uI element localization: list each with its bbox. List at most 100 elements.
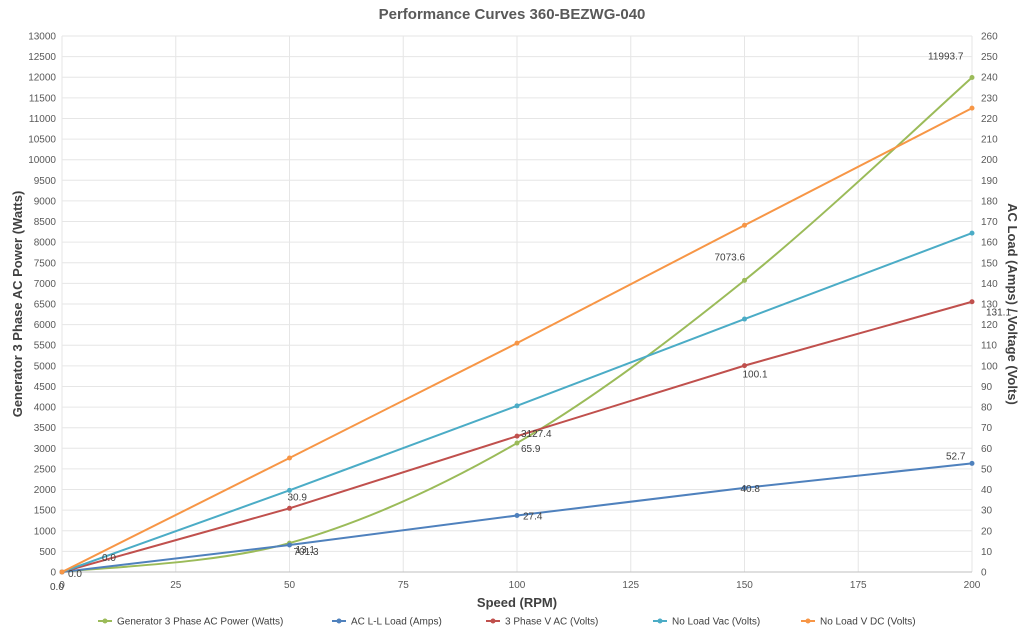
data-label: 52.7 <box>946 451 966 462</box>
x-tick-label: 200 <box>964 580 981 591</box>
y-left-tick-label: 9000 <box>34 196 57 207</box>
legend-swatch-marker <box>657 618 663 624</box>
y-left-axis-title: Generator 3 Phase AC Power (Watts) <box>10 191 25 418</box>
series-4-point <box>742 316 747 322</box>
y-left-tick-label: 10500 <box>28 135 56 146</box>
series-5-point <box>287 455 292 461</box>
y-left-tick-label: 13000 <box>28 32 56 43</box>
y-left-tick-label: 0 <box>50 568 56 579</box>
x-tick-label: 75 <box>398 580 410 591</box>
series-5-point <box>742 222 747 228</box>
legend-label: No Load V DC (Volts) <box>820 617 916 628</box>
y-left-tick-label: 5000 <box>34 361 57 372</box>
series-1-point <box>742 277 747 283</box>
y-right-tick-label: 190 <box>981 176 998 187</box>
legend-swatch-marker <box>805 618 811 624</box>
data-label: 3127.4 <box>521 429 552 440</box>
x-tick-label: 150 <box>736 580 753 591</box>
data-label: 40.8 <box>741 484 761 495</box>
data-label: 0.0 <box>102 553 116 564</box>
y-right-axis-title: AC Load (Amps) / Voltage (Volts) <box>1005 203 1020 405</box>
y-right-tick-label: 110 <box>981 341 997 352</box>
data-label: 65.9 <box>521 444 541 455</box>
series-3-point <box>287 505 292 511</box>
y-left-tick-label: 500 <box>39 547 56 558</box>
legend-label: Generator 3 Phase AC Power (Watts) <box>117 617 283 628</box>
y-right-tick-label: 240 <box>981 73 998 84</box>
y-right-tick-label: 10 <box>981 547 993 558</box>
y-left-tick-label: 4000 <box>34 403 57 414</box>
y-left-tick-label: 3500 <box>34 423 57 434</box>
y-right-tick-label: 150 <box>981 258 998 269</box>
y-right-tick-label: 230 <box>981 93 998 104</box>
legend-label: No Load Vac (Volts) <box>672 617 760 628</box>
y-right-tick-label: 60 <box>981 444 993 455</box>
data-label: 13.1 <box>296 545 316 556</box>
series-5-point <box>59 569 65 575</box>
y-right-tick-label: 160 <box>981 238 998 249</box>
legend-swatch-marker <box>102 618 108 624</box>
y-right-tick-label: 250 <box>981 52 998 63</box>
series-2-point <box>287 542 292 548</box>
x-tick-label: 175 <box>850 580 867 591</box>
y-right-tick-label: 100 <box>981 361 998 372</box>
series-5-point <box>969 105 975 111</box>
series-line-1 <box>61 76 973 573</box>
y-right-tick-label: 130 <box>981 300 998 311</box>
y-left-tick-label: 5500 <box>34 341 57 352</box>
y-left-tick-label: 7000 <box>34 279 57 290</box>
series-1-point <box>514 440 520 446</box>
y-left-tick-label: 11500 <box>29 93 57 104</box>
series-2-point <box>742 485 747 491</box>
y-right-tick-label: 180 <box>981 196 998 207</box>
y-right-tick-label: 220 <box>981 114 998 125</box>
y-left-tick-label: 9500 <box>34 176 57 187</box>
y-right-tick-label: 40 <box>981 485 993 496</box>
y-right-tick-label: 0 <box>981 568 987 579</box>
x-tick-label: 125 <box>622 580 639 591</box>
y-right-tick-label: 200 <box>981 155 998 166</box>
x-axis-title: Speed (RPM) <box>477 595 557 610</box>
y-right-tick-label: 170 <box>981 217 998 228</box>
y-left-tick-label: 12500 <box>28 52 56 63</box>
y-right-tick-label: 260 <box>981 32 998 43</box>
y-left-tick-label: 1500 <box>34 506 57 517</box>
series-3-point <box>514 433 520 439</box>
y-right-tick-label: 210 <box>981 135 998 146</box>
series-3-point <box>969 299 975 305</box>
x-tick-label: 25 <box>170 580 182 591</box>
series-5-point <box>514 340 520 346</box>
y-right-tick-label: 140 <box>981 279 998 290</box>
y-left-tick-label: 10000 <box>28 155 56 166</box>
chart-title: Performance Curves 360-BEZWG-040 <box>378 6 646 23</box>
data-label: 100.1 <box>743 370 768 381</box>
y-right-tick-label: 50 <box>981 464 993 475</box>
y-left-tick-label: 7500 <box>34 258 57 269</box>
y-left-tick-label: 4500 <box>34 382 57 393</box>
legend-label: 3 Phase V AC (Volts) <box>505 617 598 628</box>
x-tick-label: 0 <box>59 580 65 591</box>
y-right-tick-label: 80 <box>981 403 993 414</box>
y-right-tick-label: 90 <box>981 382 993 393</box>
data-label: 0.0 <box>50 582 64 593</box>
legend-swatch-marker <box>336 618 342 624</box>
y-right-tick-label: 70 <box>981 423 993 434</box>
y-left-tick-label: 2500 <box>34 464 57 475</box>
data-label: 7073.6 <box>715 252 746 263</box>
series-4-point <box>969 230 975 236</box>
y-left-tick-label: 8500 <box>34 217 57 228</box>
y-left-tick-label: 8000 <box>34 238 57 249</box>
y-right-tick-label: 30 <box>981 506 993 517</box>
legend-swatch-marker <box>490 618 496 624</box>
series-4-point <box>287 487 292 493</box>
data-label: 0.0 <box>68 569 82 580</box>
legend-label: AC L-L Load (Amps) <box>351 617 442 628</box>
data-label: 30.9 <box>288 492 308 503</box>
series-1-point <box>969 74 975 80</box>
data-label: 701.3 <box>294 547 319 558</box>
y-left-tick-label: 12000 <box>28 73 56 84</box>
x-tick-label: 50 <box>284 580 296 591</box>
y-left-tick-label: 11000 <box>29 114 57 125</box>
